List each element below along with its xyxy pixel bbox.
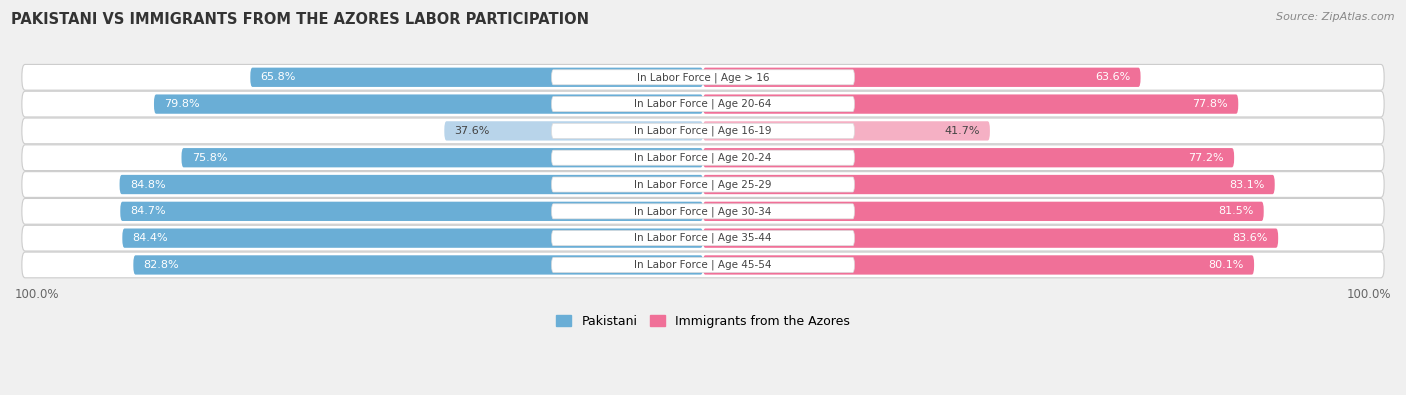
Text: 83.1%: 83.1% xyxy=(1229,179,1264,190)
Text: In Labor Force | Age 20-24: In Labor Force | Age 20-24 xyxy=(634,152,772,163)
FancyBboxPatch shape xyxy=(22,252,1384,278)
FancyBboxPatch shape xyxy=(22,64,1384,90)
Text: 100.0%: 100.0% xyxy=(1347,288,1391,301)
FancyBboxPatch shape xyxy=(444,121,703,141)
Text: 84.4%: 84.4% xyxy=(132,233,169,243)
Text: 77.8%: 77.8% xyxy=(1192,99,1227,109)
FancyBboxPatch shape xyxy=(22,225,1384,251)
Text: 65.8%: 65.8% xyxy=(260,72,297,82)
FancyBboxPatch shape xyxy=(551,97,855,112)
FancyBboxPatch shape xyxy=(22,145,1384,171)
FancyBboxPatch shape xyxy=(134,255,703,275)
FancyBboxPatch shape xyxy=(703,255,1254,275)
Text: In Labor Force | Age 20-64: In Labor Force | Age 20-64 xyxy=(634,99,772,109)
Text: 82.8%: 82.8% xyxy=(143,260,180,270)
Text: 37.6%: 37.6% xyxy=(454,126,491,136)
Text: 84.7%: 84.7% xyxy=(131,206,166,216)
Text: In Labor Force | Age 30-34: In Labor Force | Age 30-34 xyxy=(634,206,772,216)
Text: In Labor Force | Age 25-29: In Labor Force | Age 25-29 xyxy=(634,179,772,190)
FancyBboxPatch shape xyxy=(121,202,703,221)
FancyBboxPatch shape xyxy=(155,94,703,114)
FancyBboxPatch shape xyxy=(120,175,703,194)
Text: In Labor Force | Age 45-54: In Labor Force | Age 45-54 xyxy=(634,260,772,270)
FancyBboxPatch shape xyxy=(22,118,1384,144)
FancyBboxPatch shape xyxy=(703,121,990,141)
Text: PAKISTANI VS IMMIGRANTS FROM THE AZORES LABOR PARTICIPATION: PAKISTANI VS IMMIGRANTS FROM THE AZORES … xyxy=(11,12,589,27)
Text: 80.1%: 80.1% xyxy=(1208,260,1244,270)
Text: 83.6%: 83.6% xyxy=(1233,233,1268,243)
FancyBboxPatch shape xyxy=(703,202,1264,221)
Text: 79.8%: 79.8% xyxy=(165,99,200,109)
FancyBboxPatch shape xyxy=(703,175,1275,194)
FancyBboxPatch shape xyxy=(551,231,855,246)
Text: 41.7%: 41.7% xyxy=(943,126,980,136)
FancyBboxPatch shape xyxy=(250,68,703,87)
FancyBboxPatch shape xyxy=(703,228,1278,248)
Text: 75.8%: 75.8% xyxy=(191,153,228,163)
FancyBboxPatch shape xyxy=(551,123,855,138)
Text: Source: ZipAtlas.com: Source: ZipAtlas.com xyxy=(1277,12,1395,22)
FancyBboxPatch shape xyxy=(551,204,855,219)
Text: 84.8%: 84.8% xyxy=(129,179,166,190)
Text: 77.2%: 77.2% xyxy=(1188,153,1223,163)
Text: 63.6%: 63.6% xyxy=(1095,72,1130,82)
FancyBboxPatch shape xyxy=(551,177,855,192)
FancyBboxPatch shape xyxy=(551,150,855,165)
FancyBboxPatch shape xyxy=(22,172,1384,198)
FancyBboxPatch shape xyxy=(122,228,703,248)
Text: 100.0%: 100.0% xyxy=(15,288,59,301)
Text: 81.5%: 81.5% xyxy=(1218,206,1253,216)
FancyBboxPatch shape xyxy=(551,258,855,273)
Text: In Labor Force | Age > 16: In Labor Force | Age > 16 xyxy=(637,72,769,83)
Text: In Labor Force | Age 35-44: In Labor Force | Age 35-44 xyxy=(634,233,772,243)
FancyBboxPatch shape xyxy=(703,68,1140,87)
FancyBboxPatch shape xyxy=(22,198,1384,224)
Text: In Labor Force | Age 16-19: In Labor Force | Age 16-19 xyxy=(634,126,772,136)
FancyBboxPatch shape xyxy=(22,91,1384,117)
FancyBboxPatch shape xyxy=(551,70,855,85)
FancyBboxPatch shape xyxy=(703,94,1239,114)
FancyBboxPatch shape xyxy=(181,148,703,167)
Legend: Pakistani, Immigrants from the Azores: Pakistani, Immigrants from the Azores xyxy=(551,310,855,333)
FancyBboxPatch shape xyxy=(703,148,1234,167)
